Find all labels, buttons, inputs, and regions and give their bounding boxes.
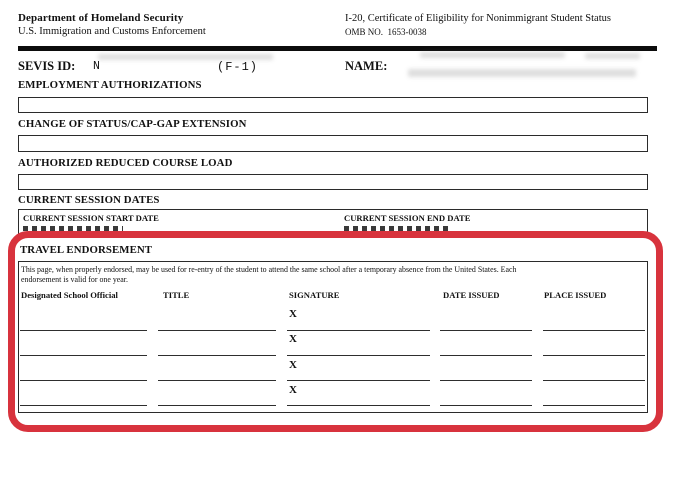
section-heading-reduced-course-load: AUTHORIZED REDUCED COURSE LOAD <box>18 157 233 169</box>
place-issued-line <box>543 405 645 406</box>
dso-signature-line <box>20 405 147 406</box>
clipped-start-date-fragment <box>23 226 123 231</box>
signature-x-mark: X <box>289 333 297 345</box>
travel-endorsement-box <box>18 261 648 413</box>
title-line <box>158 380 276 381</box>
change-of-status-box <box>18 135 648 152</box>
signature-line <box>287 330 430 331</box>
form-title: I-20, Certificate of Eligibility for Non… <box>345 13 611 24</box>
section-heading-session-dates: CURRENT SESSION DATES <box>18 194 160 206</box>
signature-line <box>287 405 430 406</box>
section-heading-travel-endorsement: TRAVEL ENDORSEMENT <box>20 244 153 256</box>
title-line <box>158 405 276 406</box>
travel-note-line1: This page, when properly endorsed, may b… <box>21 265 517 274</box>
column-header-place-issued: PLACE ISSUED <box>544 290 607 300</box>
agency-subname: U.S. Immigration and Customs Enforcement <box>18 26 206 37</box>
signature-x-mark: X <box>289 359 297 371</box>
session-end-label: CURRENT SESSION END DATE <box>344 213 471 223</box>
section-heading-employment: EMPLOYMENT AUTHORIZATIONS <box>18 79 202 91</box>
title-line <box>158 355 276 356</box>
place-issued-line <box>543 330 645 331</box>
dso-signature-line <box>20 330 147 331</box>
reduced-course-load-box <box>18 174 648 190</box>
date-issued-line <box>440 380 532 381</box>
date-issued-line <box>440 405 532 406</box>
red-highlight-annotation <box>8 231 663 432</box>
sevis-id-label: SEVIS ID: <box>18 59 76 73</box>
redacted-text-blur <box>98 54 273 60</box>
redacted-text-blur <box>408 69 636 77</box>
place-issued-line <box>543 380 645 381</box>
date-issued-line <box>440 330 532 331</box>
signature-line <box>287 355 430 356</box>
sevis-id-value: N <box>93 60 100 73</box>
column-header-title: TITLE <box>163 290 190 300</box>
signature-x-mark: X <box>289 384 297 396</box>
header-divider-rule <box>18 46 657 51</box>
dso-signature-line <box>20 355 147 356</box>
session-start-label: CURRENT SESSION START DATE <box>23 213 159 223</box>
signature-line <box>287 380 430 381</box>
redacted-text-blur <box>420 52 565 58</box>
employment-authorizations-box <box>18 97 648 113</box>
agency-name: Department of Homeland Security <box>18 12 184 24</box>
column-header-date-issued: DATE ISSUED <box>443 290 500 300</box>
clipped-end-date-fragment <box>344 226 452 231</box>
place-issued-line <box>543 355 645 356</box>
omb-number: OMB NO. 1653-0038 <box>345 27 427 37</box>
signature-x-mark: X <box>289 308 297 320</box>
title-line <box>158 330 276 331</box>
section-heading-change-of-status: CHANGE OF STATUS/CAP-GAP EXTENSION <box>18 118 247 130</box>
redacted-text-blur <box>585 53 640 59</box>
column-header-dso: Designated School Official <box>21 290 118 300</box>
visa-class-value: (F-1) <box>217 60 259 74</box>
date-issued-line <box>440 355 532 356</box>
dso-signature-line <box>20 380 147 381</box>
travel-note-line2: endorsement is valid for one year. <box>21 275 128 284</box>
name-label: NAME: <box>345 59 388 73</box>
column-header-signature: SIGNATURE <box>289 290 340 300</box>
